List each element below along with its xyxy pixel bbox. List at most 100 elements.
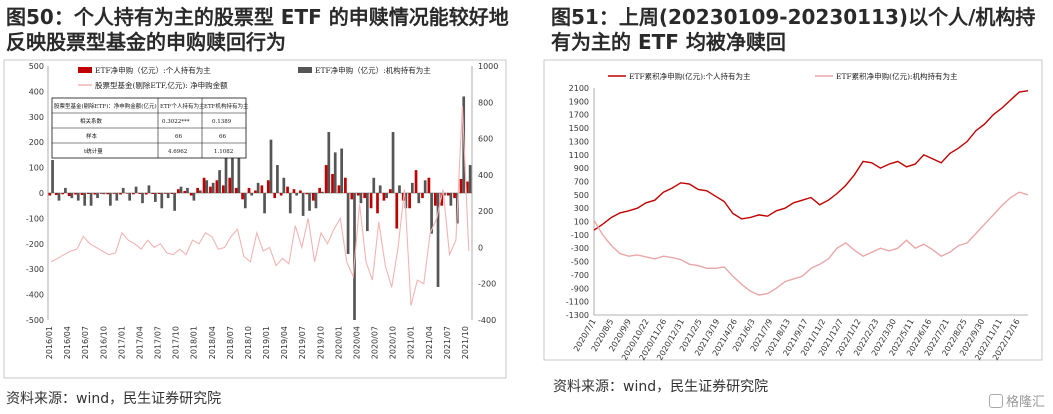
individual-bar: [228, 177, 232, 193]
right-marks: [593, 90, 1029, 296]
institution-cumulative-line: [593, 191, 1029, 296]
watermark-logo-icon: [988, 394, 1003, 408]
legend-swatch-individual: [78, 67, 92, 73]
individual-bar: [376, 193, 379, 214]
individual-bar: [427, 177, 431, 193]
individual-bar: [196, 187, 199, 193]
x-tick-label: 2018/01: [190, 326, 199, 359]
left-source-note: 资料来源：wind，民生证券研究院: [6, 391, 222, 407]
individual-bar: [93, 193, 97, 195]
x-tick-label: 2019/01: [262, 326, 271, 359]
individual-bar: [266, 180, 270, 193]
x-tick-label: 2021/07: [443, 326, 452, 359]
institution-bar: [256, 182, 260, 193]
institution-bar: [211, 182, 215, 193]
individual-bar: [144, 193, 148, 195]
right-chart-title: 图51：上周(20230109-20230113)以个人/机构持有为主的 ETF…: [551, 5, 1036, 54]
y-left-tick-label: -100: [26, 214, 44, 223]
x-tick-label: 2017/04: [135, 326, 144, 359]
table-cell: 0.1389: [212, 119, 232, 125]
table-cell: 相关系数: [80, 117, 103, 125]
y-right-tick-label: 1000: [478, 62, 498, 71]
y-tick-label: 1500: [569, 124, 589, 133]
individual-bar: [61, 193, 65, 195]
individual-bar: [305, 193, 309, 195]
x-tick-label: 2017/10: [172, 326, 181, 359]
individual-bar: [132, 193, 135, 195]
y-tick-label: -1300: [566, 311, 589, 320]
institution-bar: [443, 193, 446, 196]
y-tick-label: 900: [574, 164, 589, 173]
individual-bar: [215, 180, 219, 193]
stock-fund-line: [50, 105, 470, 306]
x-tick-label: 2019/10: [316, 326, 325, 359]
institution-bar: [417, 193, 421, 204]
y-tick-label: -900: [571, 284, 589, 293]
y-left-tick-label: -400: [26, 291, 44, 300]
institution-bar: [160, 193, 164, 209]
institution-bar: [243, 193, 247, 209]
right-legend: ETF累积净申购(亿元):个人持有为主 ETF累积净申购(亿元):机构持有为主: [608, 71, 958, 81]
institution-bar: [282, 177, 286, 193]
y-right-tick-label: -400: [478, 316, 496, 325]
x-tick-label: 2019/07: [298, 326, 307, 359]
individual-bar: [241, 193, 244, 200]
y-tick-label: -1100: [566, 298, 589, 307]
institution-bar: [423, 180, 427, 193]
institution-bar: [134, 186, 138, 193]
institution-bar: [51, 159, 54, 193]
y-right-tick-label: -200: [478, 280, 496, 289]
watermark-text: 格隆汇: [1005, 395, 1045, 410]
individual-bar: [286, 186, 289, 193]
y-tick-label: 1900: [569, 97, 589, 106]
individual-cumulative-line: [593, 90, 1029, 231]
institution-bar: [115, 193, 119, 201]
x-tick-label: 2016/07: [81, 326, 90, 359]
correlation-table: 股票型基金(剔除ETF)：净申购金额(亿元) ETF个人持有为主 ETF机构持有…: [51, 97, 249, 159]
individual-bar: [189, 193, 193, 196]
institution-bar: [250, 193, 254, 196]
institution-bar: [398, 185, 401, 193]
individual-bar: [414, 170, 418, 193]
individual-bar: [337, 185, 341, 193]
institution-bar: [102, 193, 106, 195]
individual-bar: [151, 193, 154, 195]
institution-bar: [121, 187, 125, 193]
individual-bar: [459, 179, 463, 193]
etf-cumulative-subscription-line-chart: 2100 1900 1700 1500 1300 1100 900 700 500 300 100 -…: [543, 59, 1043, 362]
individual-bar: [453, 193, 456, 199]
x-tick-label: 2021/10: [461, 326, 470, 359]
individual-bar: [74, 193, 77, 195]
y-left-tick-label: 300: [29, 113, 44, 122]
y-tick-label: 500: [574, 191, 589, 200]
individual-bar: [311, 193, 315, 201]
individual-bar: [331, 173, 334, 193]
individual-bar: [106, 193, 110, 195]
institution-bar: [205, 180, 209, 193]
institution-bar: [391, 132, 395, 193]
y-tick-label: 300: [574, 204, 589, 213]
table-cell: 4.6962: [168, 149, 187, 155]
table-cell: 0.3022***: [162, 119, 190, 125]
institution-bar: [468, 165, 472, 193]
individual-bar: [395, 193, 399, 229]
individual-bar: [344, 177, 347, 193]
individual-bar: [247, 187, 251, 193]
x-tick-label: 2020/10: [389, 326, 398, 359]
institution-bar: [198, 190, 202, 193]
institution-bar: [327, 132, 331, 193]
y-right-tick-label: 200: [478, 207, 493, 216]
individual-bar: [112, 193, 116, 194]
institution-bar: [378, 185, 382, 193]
institution-bar: [70, 193, 74, 199]
individual-bar: [125, 193, 129, 194]
institution-bar: [346, 193, 350, 254]
legend-label-stock-fund: 股票型基金(剔除ETF,亿元): 净申购金额: [95, 80, 228, 90]
individual-bar: [260, 185, 264, 193]
y-tick-label: 700: [574, 177, 589, 186]
institution-bar: [83, 193, 87, 206]
individual-bar: [164, 193, 167, 194]
individual-bar: [254, 190, 257, 193]
y-tick-label: 1700: [569, 111, 589, 120]
individual-bar: [170, 193, 174, 195]
